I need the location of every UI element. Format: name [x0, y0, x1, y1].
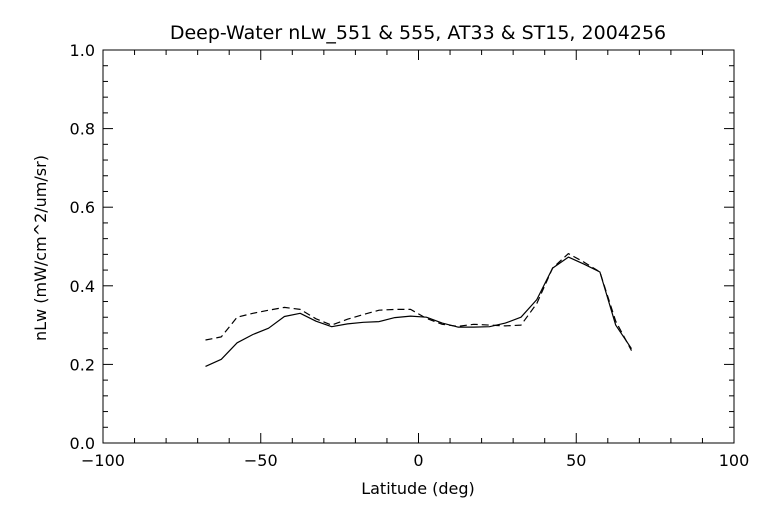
y-tick-label: 0.6 — [70, 198, 95, 217]
x-axis-label: Latitude (deg) — [361, 479, 475, 498]
x-tick-label: 0 — [413, 451, 423, 470]
y-axis: 0.0 0.2 0.4 0.6 0.8 1.0 — [70, 41, 734, 453]
x-axis: −100 −50 0 50 100 — [81, 50, 749, 470]
y-tick-label: 0.0 — [70, 434, 95, 453]
y-tick-label: 0.2 — [70, 355, 95, 374]
y-tick-label: 1.0 — [70, 41, 95, 60]
x-tick-label: −50 — [244, 451, 278, 470]
plot-border — [102, 49, 735, 444]
y-tick-label: 0.4 — [70, 277, 95, 296]
plot-frame — [102, 49, 735, 444]
y-tick-label: 0.8 — [70, 120, 95, 139]
series-line-dashed — [205, 253, 633, 351]
y-axis-label: nLw (mW/cm^2/um/sr) — [31, 155, 50, 341]
x-tick-label: −100 — [81, 451, 125, 470]
x-tick-label: 100 — [719, 451, 750, 470]
series-line-solid — [205, 256, 632, 367]
x-tick-label: 50 — [566, 451, 586, 470]
series-layer — [205, 253, 633, 367]
chart-title: Deep-Water nLw_551 & 555, AT33 & ST15, 2… — [170, 22, 666, 44]
